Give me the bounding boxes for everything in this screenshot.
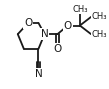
Text: N: N <box>35 69 42 79</box>
Text: O: O <box>53 44 62 54</box>
Text: N: N <box>41 29 48 39</box>
Text: CH₃: CH₃ <box>72 5 88 14</box>
Text: O: O <box>24 18 32 28</box>
Text: O: O <box>64 21 72 31</box>
Text: CH₃: CH₃ <box>92 12 107 21</box>
Text: CH₃: CH₃ <box>92 30 107 39</box>
